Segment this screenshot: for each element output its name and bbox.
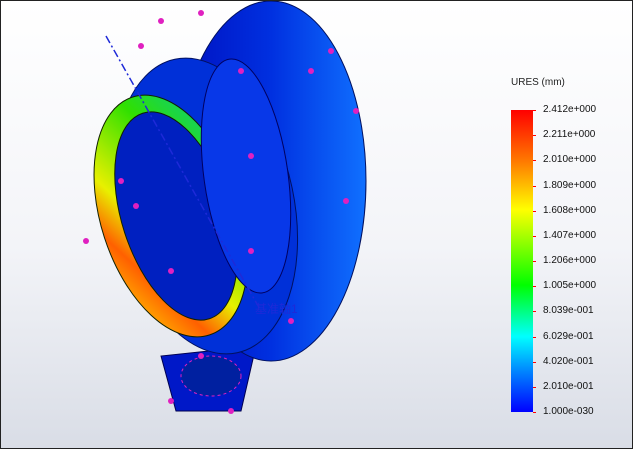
legend-title: URES (mm) — [511, 77, 565, 88]
housing-body — [93, 1, 367, 412]
legend-tick — [533, 235, 536, 237]
legend-tick — [533, 185, 536, 187]
legend-value-label: 2.211e+000 — [543, 129, 596, 141]
legend-value-label: 1.809e+000 — [543, 179, 597, 191]
legend-value-label: 2.010e-001 — [543, 380, 594, 392]
legend-colorbar — [511, 110, 533, 412]
legend-tick — [533, 386, 536, 388]
legend-value-label: 1.407e+000 — [543, 229, 597, 241]
load-arrows — [83, 10, 359, 414]
legend-tick — [533, 412, 536, 413]
legend-tick — [533, 336, 536, 338]
legend-value-label: 1.206e+000 — [543, 255, 597, 266]
legend-tick — [533, 110, 536, 111]
legend-tick — [533, 135, 536, 137]
legend-value-label: 6.029e-001 — [543, 330, 594, 342]
legend-value-label: 4.020e-001 — [543, 355, 594, 367]
legend-tick — [533, 160, 536, 162]
datum-axis-label: 基准轴1 — [255, 302, 298, 316]
legend-value-label: 8.039e-001 — [543, 305, 594, 317]
legend-tick — [533, 261, 536, 262]
legend-value-label: 2.010e+000 — [543, 154, 597, 166]
legend-tick — [533, 286, 536, 288]
legend-value-label: 1.000e-030 — [543, 406, 594, 417]
legend-tick — [533, 210, 536, 212]
legend-tick — [533, 311, 536, 313]
legend-value-label: 1.608e+000 — [543, 204, 597, 216]
datum-axis-line — [105, 35, 262, 312]
legend-value-label: 2.412e+000 — [543, 104, 597, 115]
legend-value-label: 1.005e+000 — [543, 280, 597, 292]
legend-tick — [533, 361, 536, 363]
